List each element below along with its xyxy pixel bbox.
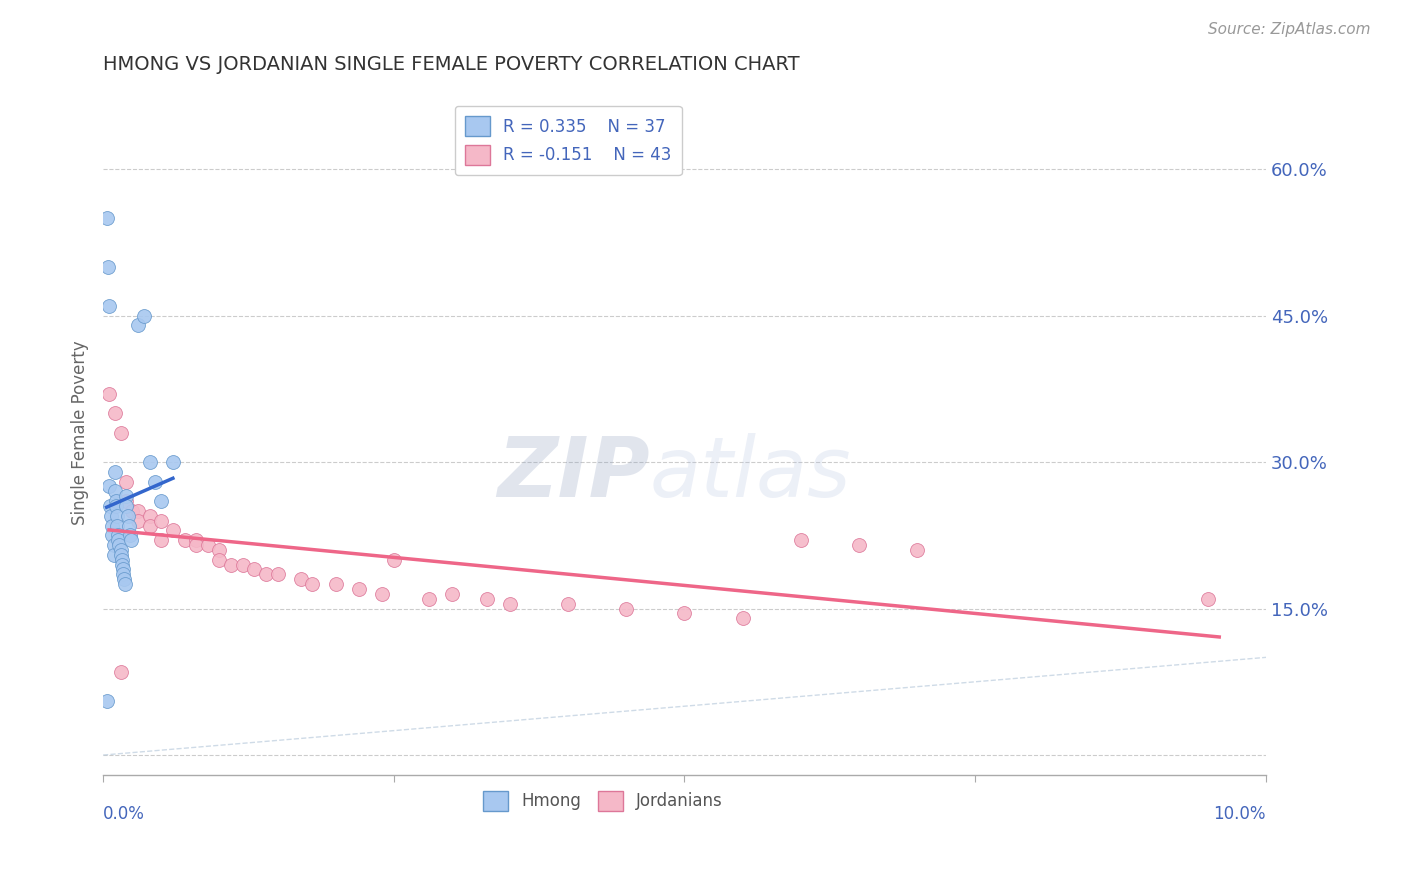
Point [232,558,254,572]
Point [243,562,266,576]
Point [97,386,120,401]
Point [162,455,184,469]
Point [382,552,405,566]
Text: 10.0%: 10.0% [1213,805,1265,823]
Point [98,499,121,513]
Point [731,611,754,625]
Point [96,694,118,708]
Point [418,591,440,606]
Point [186,533,208,548]
Point [111,558,134,572]
Point [110,665,132,679]
Y-axis label: Single Female Poverty: Single Female Poverty [72,341,89,525]
Point [100,508,122,523]
Point [97,479,120,493]
Text: Source: ZipAtlas.com: Source: ZipAtlas.com [1208,22,1371,37]
Point [475,591,498,606]
Point [104,465,127,479]
Point [103,538,125,552]
Point [173,533,195,548]
Point [347,582,370,596]
Point [162,524,184,538]
Point [115,489,138,503]
Point [1197,591,1219,606]
Point [107,528,129,542]
Point [120,533,142,548]
Point [118,528,141,542]
Point [301,577,323,591]
Point [138,518,160,533]
Point [114,577,136,591]
Point [115,494,138,508]
Legend: Hmong, Jordanians: Hmong, Jordanians [477,784,730,817]
Point [96,211,118,225]
Point [254,567,277,582]
Point [186,538,208,552]
Point [110,543,132,558]
Text: 0.0%: 0.0% [103,805,145,823]
Point [110,425,132,440]
Point [104,484,127,499]
Point [105,508,128,523]
Point [197,538,219,552]
Point [371,587,394,601]
Point [127,514,149,528]
Point [905,543,928,558]
Point [848,538,870,552]
Point [145,475,167,489]
Point [127,504,149,518]
Point [266,567,288,582]
Point [110,548,132,562]
Point [103,548,125,562]
Point [325,577,347,591]
Point [115,499,138,513]
Point [440,587,463,601]
Text: ZIP: ZIP [496,434,650,515]
Point [127,318,149,333]
Point [105,518,128,533]
Point [107,533,129,548]
Text: atlas: atlas [650,434,851,515]
Point [108,538,131,552]
Point [150,533,173,548]
Point [118,518,141,533]
Point [138,508,160,523]
Point [104,494,127,508]
Point [115,475,138,489]
Point [150,494,173,508]
Point [208,552,231,566]
Point [117,508,139,523]
Point [208,543,231,558]
Point [111,567,134,582]
Point [138,455,160,469]
Point [101,528,124,542]
Point [557,597,579,611]
Point [673,607,696,621]
Point [104,406,127,420]
Point [219,558,242,572]
Point [290,572,312,586]
Point [614,601,637,615]
Point [101,518,124,533]
Point [499,597,522,611]
Point [97,260,120,274]
Text: HMONG VS JORDANIAN SINGLE FEMALE POVERTY CORRELATION CHART: HMONG VS JORDANIAN SINGLE FEMALE POVERTY… [103,55,800,74]
Point [97,299,120,313]
Point [112,572,135,586]
Point [150,514,173,528]
Point [104,499,127,513]
Point [132,309,155,323]
Point [121,504,143,518]
Point [789,533,811,548]
Point [111,552,134,566]
Point [111,562,134,576]
